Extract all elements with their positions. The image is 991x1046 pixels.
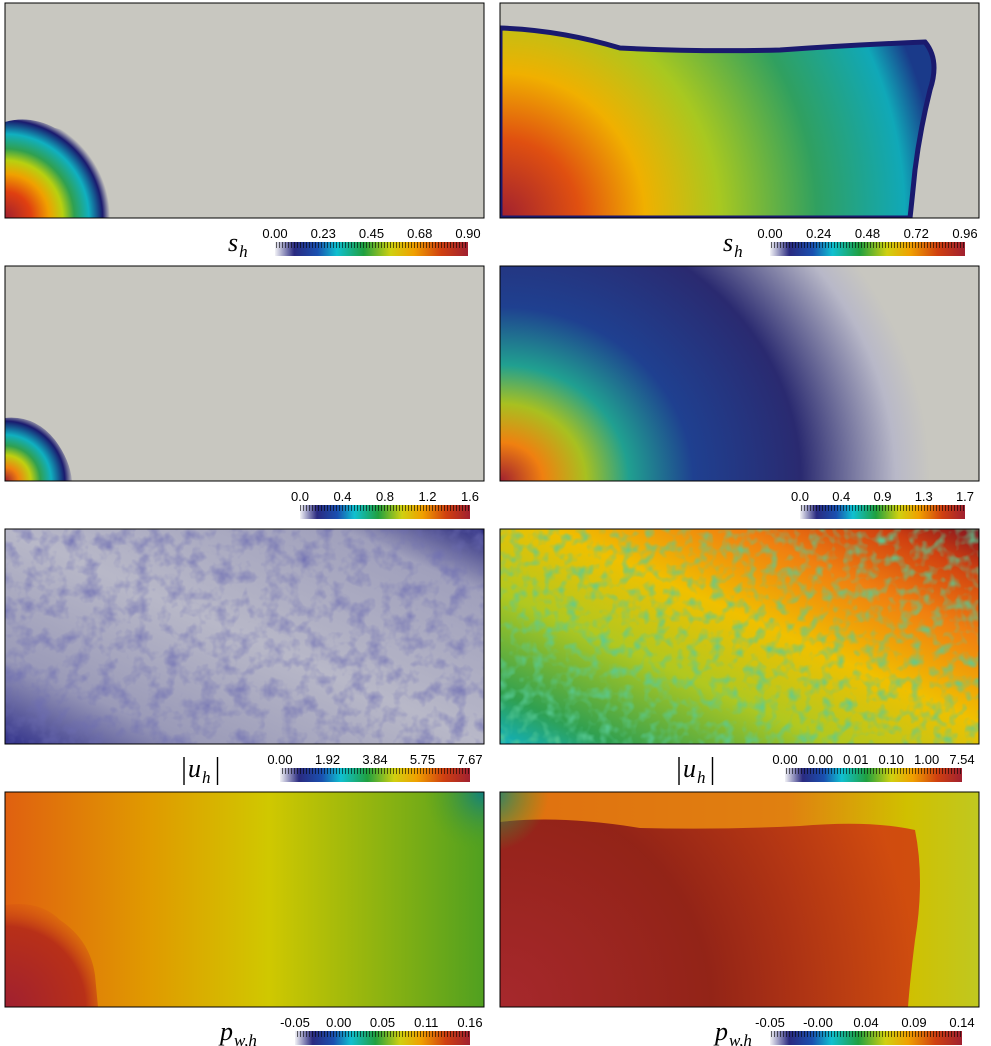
panel — [500, 792, 979, 1007]
variable-subscript: h — [697, 768, 706, 787]
colorbar-tick-label: 0.00 — [267, 752, 292, 767]
colorbar: 0.00 1.92 3.84 5.75 7.67 — [267, 752, 482, 782]
colorbar-minor-ticks — [300, 505, 470, 511]
colorbar-tick-label: 1.6 — [461, 489, 479, 504]
colorbar-tick-label: 0.11 — [414, 1015, 438, 1030]
variable-subscript: w,h — [729, 1031, 752, 1046]
colorbar-tick-label: 7.67 — [457, 752, 482, 767]
colorbar-tick-label: 0.00 — [326, 1015, 351, 1030]
variable-subscript: h — [239, 242, 248, 261]
colorbar-tick-label: 0.0 — [291, 489, 309, 504]
colorbar-tick-label: 0.09 — [901, 1015, 926, 1030]
colorbar-tick-label: 0.4 — [832, 489, 850, 504]
colorbar-tick-label: 0.14 — [949, 1015, 974, 1030]
colorbar-tick-label: 1.7 — [956, 489, 974, 504]
colorbar-tick-label: 0.90 — [455, 226, 480, 241]
colorbar-tick-label: -0.00 — [803, 1015, 833, 1030]
variable-symbol: s — [228, 228, 238, 257]
colorbar-tick-label: 0.00 — [262, 226, 287, 241]
colorbar-tick-label: 0.00 — [808, 752, 833, 767]
variable-symbol: p — [218, 1017, 233, 1046]
colorbar-minor-ticks — [295, 1031, 470, 1037]
colorbar-tick-label: 0.8 — [376, 489, 394, 504]
colorbar-tick-label: 0.05 — [370, 1015, 395, 1030]
colorbar-tick-label: 0.00 — [757, 226, 782, 241]
colorbar-tick-label: 1.2 — [418, 489, 436, 504]
panel — [5, 792, 484, 1007]
colorbar-tick-label: 3.84 — [362, 752, 387, 767]
colorbar-tick-label: 0.01 — [843, 752, 868, 767]
colorbar: 0.00 0.23 0.45 0.68 0.90 — [262, 226, 480, 256]
variable-symbol: u — [188, 754, 201, 783]
colorbar-tick-label: 0.16 — [457, 1015, 482, 1030]
panel — [5, 266, 484, 481]
panel — [5, 529, 484, 744]
colorbar: 0.00 0.24 0.48 0.72 0.96 — [757, 226, 977, 256]
colorbar-tick-label: -0.05 — [280, 1015, 310, 1030]
colorbar: 0.00 0.00 0.01 0.10 1.00 7.54 — [772, 752, 974, 782]
colorbar-tick-label: 0.48 — [855, 226, 880, 241]
colorbar-tick-label: 5.75 — [410, 752, 435, 767]
colorbar-minor-ticks — [280, 768, 470, 774]
colorbar-tick-label: 0.04 — [853, 1015, 878, 1030]
colorbar-minor-ticks — [785, 768, 962, 774]
colorbar-tick-label: 0.0 — [791, 489, 809, 504]
colorbar-tick-label: -0.05 — [755, 1015, 785, 1030]
colorbar-tick-label: 0.96 — [952, 226, 977, 241]
colorbar-tick-label: 0.68 — [407, 226, 432, 241]
colorbar: -0.05 -0.00 0.04 0.09 0.14 — [755, 1015, 974, 1045]
panel — [5, 3, 484, 218]
colorbar-tick-label: 1.92 — [315, 752, 340, 767]
colorbar-minor-ticks — [770, 1031, 962, 1037]
variable-symbol: u — [683, 754, 696, 783]
colorbar-tick-label: 0.10 — [879, 752, 904, 767]
variable-subscript: h — [202, 768, 211, 787]
panel — [500, 529, 979, 744]
colorbar-tick-label: 0.23 — [311, 226, 336, 241]
panel — [500, 3, 979, 218]
colorbar-tick-label: 1.00 — [914, 752, 939, 767]
colorbar-minor-ticks — [800, 505, 965, 511]
figure: 0.000.230.450.680.90sh0.000.240.480.720.… — [0, 0, 991, 1046]
variable-symbol: s — [723, 228, 733, 257]
panel — [500, 266, 979, 481]
colorbar-tick-label: 0.00 — [772, 752, 797, 767]
colorbar-tick-label: 0.24 — [806, 226, 831, 241]
colorbar: 0.0 0.4 0.9 1.3 1.7 — [791, 489, 974, 519]
colorbar-minor-ticks — [770, 242, 965, 248]
colorbar-tick-label: 0.4 — [333, 489, 351, 504]
colorbar-tick-label: 0.72 — [904, 226, 929, 241]
colorbar-minor-ticks — [275, 242, 468, 248]
colorbar-tick-label: 1.3 — [915, 489, 933, 504]
variable-symbol: p — [713, 1017, 728, 1046]
variable-subscript: w,h — [234, 1031, 257, 1046]
colorbar: -0.05 0.00 0.05 0.11 0.16 — [280, 1015, 482, 1045]
colorbar-tick-label: 0.9 — [873, 489, 891, 504]
variable-subscript: h — [734, 242, 743, 261]
colorbar-tick-label: 7.54 — [949, 752, 974, 767]
colorbar-tick-label: 0.45 — [359, 226, 384, 241]
colorbar: 0.0 0.4 0.8 1.2 1.6 — [291, 489, 479, 519]
